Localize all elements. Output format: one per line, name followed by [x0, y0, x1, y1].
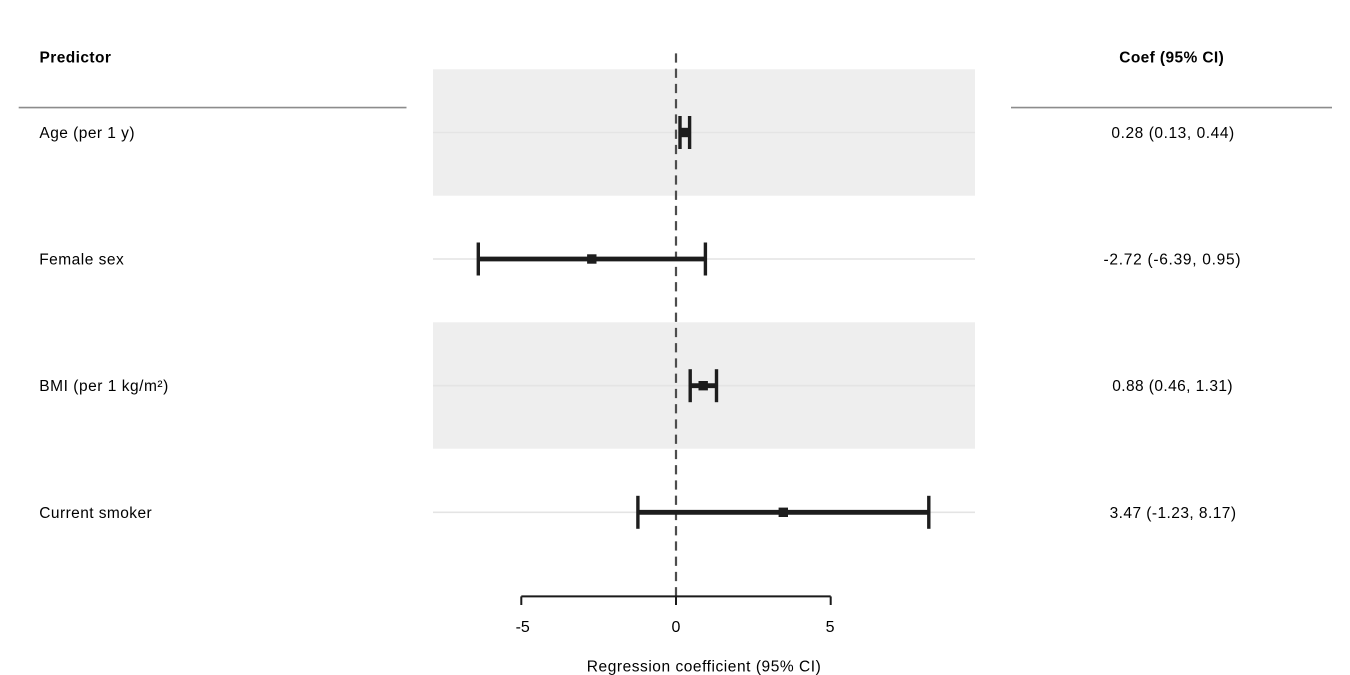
svg-text:0: 0	[672, 619, 681, 636]
svg-text:-2.72 (-6.39, 0.95): -2.72 (-6.39, 0.95)	[1104, 252, 1241, 269]
svg-text:5: 5	[826, 619, 835, 636]
svg-text:Age (per 1 y): Age (per 1 y)	[39, 125, 134, 142]
svg-text:3.47 (-1.23, 8.17): 3.47 (-1.23, 8.17)	[1110, 505, 1236, 522]
svg-text:BMI (per 1 kg/m²): BMI (per 1 kg/m²)	[39, 378, 168, 395]
svg-text:Regression coefficient (95% CI: Regression coefficient (95% CI)	[587, 659, 821, 675]
svg-text:Predictor: Predictor	[40, 50, 111, 67]
svg-text:0.28 (0.13, 0.44): 0.28 (0.13, 0.44)	[1111, 125, 1234, 142]
svg-text:Current smoker: Current smoker	[39, 505, 151, 522]
svg-text:Coef (95% CI): Coef (95% CI)	[1119, 50, 1224, 67]
svg-text:-5: -5	[516, 619, 530, 636]
svg-text:Female sex: Female sex	[39, 252, 124, 269]
svg-text:0.88 (0.46, 1.31): 0.88 (0.46, 1.31)	[1112, 378, 1232, 395]
